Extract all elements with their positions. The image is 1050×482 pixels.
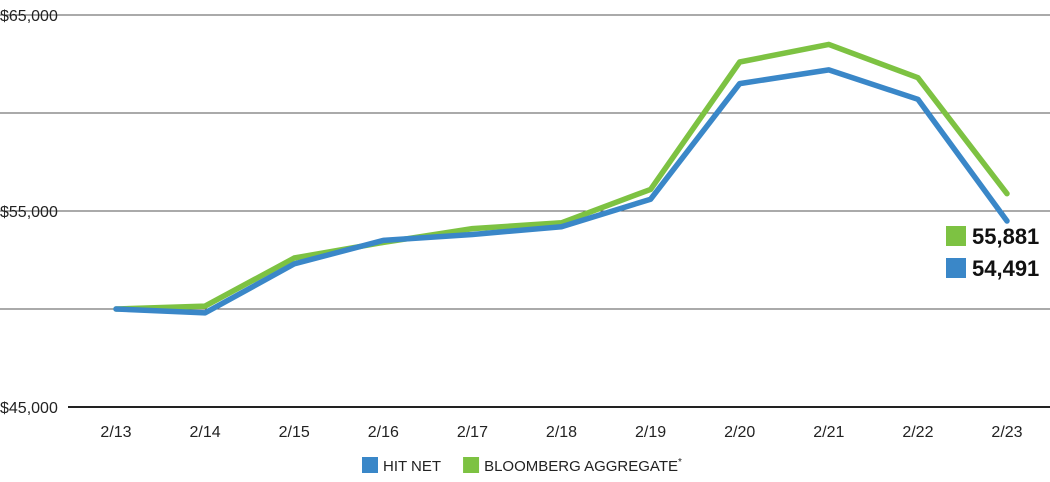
legend-footnote-marker: * xyxy=(678,457,682,468)
legend-entry-name: HIT NET xyxy=(383,458,441,475)
x-tick-label: 2/21 xyxy=(813,424,844,441)
x-tick-label: 2/22 xyxy=(902,424,933,441)
end-value-label: 55,881 xyxy=(972,224,1039,249)
x-tick-label: 2/23 xyxy=(991,424,1022,441)
series-line-bloomberg-aggregate xyxy=(113,41,1010,312)
end-value-labels: 55,881 54,491 xyxy=(946,224,1039,281)
gridlines xyxy=(0,14,1050,408)
legend-swatch xyxy=(362,457,378,473)
x-axis-ticks: 2/13 2/14 2/15 2/16 2/17 2/18 2/19 2/20 2/21 2/22… xyxy=(100,424,1022,441)
y-tick-label: $55,000 xyxy=(0,204,58,221)
end-value-swatch xyxy=(946,226,966,246)
x-tick-label: 2/13 xyxy=(100,424,131,441)
series-line-hit-net xyxy=(113,67,1010,316)
legend-entry: BLOOMBERG AGGREGATE* xyxy=(484,457,682,475)
legend-entry: HIT NET xyxy=(383,458,441,475)
x-tick-label: 2/20 xyxy=(724,424,755,441)
x-tick-label: 2/19 xyxy=(635,424,666,441)
legend-swatch xyxy=(463,457,480,473)
series-lines xyxy=(113,41,1010,316)
end-value-swatch xyxy=(946,258,966,278)
x-tick-label: 2/16 xyxy=(368,424,399,441)
end-value-label: 54,491 xyxy=(972,256,1039,281)
y-tick-label: $45,000 xyxy=(0,400,58,417)
x-tick-label: 2/17 xyxy=(457,424,488,441)
y-tick-label: $65,000 xyxy=(0,8,58,25)
x-tick-label: 2/15 xyxy=(279,424,310,441)
legend: HIT NET BLOOMBERG AGGREGATE* xyxy=(362,457,682,475)
legend-entry-name: BLOOMBERG AGGREGATE xyxy=(484,458,678,475)
x-tick-label: 2/18 xyxy=(546,424,577,441)
y-axis-ticks: $45,000 $55,000 $65,000 xyxy=(0,8,58,417)
x-tick-label: 2/14 xyxy=(190,424,221,441)
